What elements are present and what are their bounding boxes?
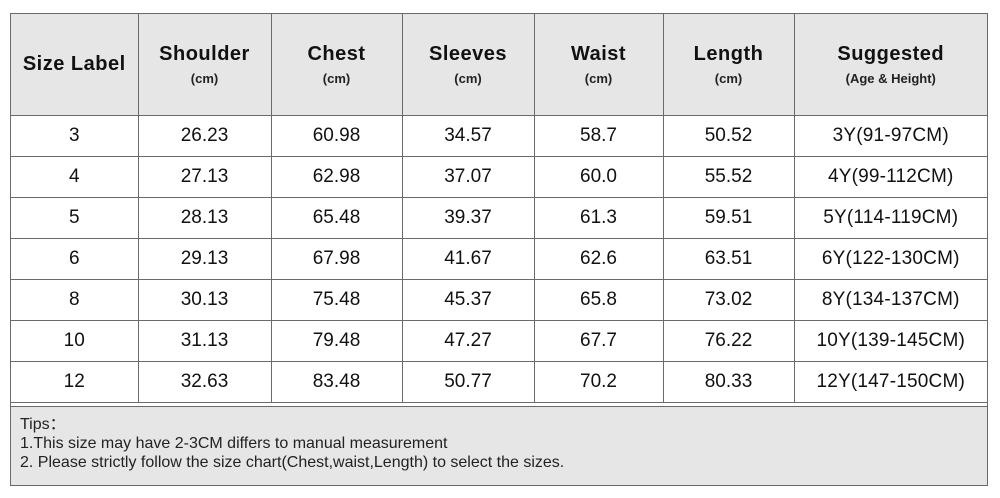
chest-cell: 75.48 bbox=[270, 279, 403, 321]
header-unit: (cm) bbox=[454, 70, 482, 86]
sleeves-cell: 34.57 bbox=[401, 115, 535, 157]
shoulder-cell: 26.23 bbox=[137, 115, 272, 157]
table-row: 3 26.23 60.98 34.57 58.7 50.52 3Y(91-97CM) bbox=[11, 115, 987, 157]
table-row: 12 32.63 83.48 50.77 70.2 80.33 12Y(147-150CM) bbox=[11, 361, 987, 403]
header-row: Size Label Shoulder (cm) Chest (cm) Slee… bbox=[11, 14, 987, 116]
suggested-cell: 4Y(99-112CM) bbox=[793, 156, 987, 198]
chest-cell: 65.48 bbox=[270, 197, 403, 239]
shoulder-cell: 28.13 bbox=[137, 197, 272, 239]
header-shoulder: Shoulder (cm) bbox=[137, 14, 272, 116]
sleeves-cell: 37.07 bbox=[401, 156, 535, 198]
header-name: Size Label bbox=[22, 53, 126, 75]
header-name: Chest bbox=[307, 42, 366, 65]
header-chest: Chest (cm) bbox=[270, 14, 403, 116]
table-row: 4 27.13 62.98 37.07 60.0 55.52 4Y(99-112CM) bbox=[11, 156, 987, 198]
length-cell: 80.33 bbox=[662, 361, 795, 403]
header-name: Suggested bbox=[837, 42, 945, 65]
header-waist: Waist (cm) bbox=[533, 14, 664, 116]
chest-cell: 79.48 bbox=[270, 320, 403, 362]
length-cell: 76.22 bbox=[662, 320, 795, 362]
suggested-cell: 10Y(139-145CM) bbox=[793, 320, 987, 362]
shoulder-cell: 29.13 bbox=[137, 238, 272, 280]
size-cell: 8 bbox=[11, 279, 139, 321]
header-sleeves: Sleeves (cm) bbox=[401, 14, 535, 116]
length-cell: 55.52 bbox=[662, 156, 795, 198]
waist-cell: 62.6 bbox=[533, 238, 664, 280]
header-name: Shoulder bbox=[159, 42, 250, 65]
table-row: 5 28.13 65.48 39.37 61.3 59.51 5Y(114-119CM) bbox=[11, 197, 987, 239]
size-cell: 3 bbox=[11, 115, 139, 157]
table-body: 3 26.23 60.98 34.57 58.7 50.52 3Y(91-97CM) 4 27.… bbox=[11, 115, 987, 403]
chest-cell: 62.98 bbox=[270, 156, 403, 198]
table-row: 10 31.13 79.48 47.27 67.7 76.22 10Y(139-145CM) bbox=[11, 320, 987, 362]
header-suggested: Suggested (Age & Height) bbox=[793, 14, 987, 116]
size-cell: 6 bbox=[11, 238, 139, 280]
sleeves-cell: 41.67 bbox=[401, 238, 535, 280]
header-name: Length bbox=[693, 42, 764, 65]
tips-box: Tips： 1.This size may have 2-3CM differs… bbox=[11, 406, 987, 485]
length-cell: 50.52 bbox=[662, 115, 795, 157]
table-row: 6 29.13 67.98 41.67 62.6 63.51 6Y(122-130CM) bbox=[11, 238, 987, 280]
suggested-cell: 5Y(114-119CM) bbox=[793, 197, 987, 239]
suggested-cell: 3Y(91-97CM) bbox=[793, 115, 987, 157]
sleeves-cell: 39.37 bbox=[401, 197, 535, 239]
header-unit: (Age & Height) bbox=[845, 70, 936, 86]
chest-cell: 67.98 bbox=[270, 238, 403, 280]
header-name: Sleeves bbox=[428, 42, 507, 65]
shoulder-cell: 30.13 bbox=[137, 279, 272, 321]
shoulder-cell: 31.13 bbox=[137, 320, 272, 362]
size-cell: 10 bbox=[11, 320, 139, 362]
waist-cell: 61.3 bbox=[533, 197, 664, 239]
sleeves-cell: 45.37 bbox=[401, 279, 535, 321]
tips-title: Tips： bbox=[20, 416, 66, 433]
table-row: 8 30.13 75.48 45.37 65.8 73.02 8Y(134-137CM) bbox=[11, 279, 987, 321]
waist-cell: 60.0 bbox=[533, 156, 664, 198]
suggested-cell: 8Y(134-137CM) bbox=[793, 279, 987, 321]
length-cell: 59.51 bbox=[662, 197, 795, 239]
header-unit: (cm) bbox=[322, 70, 351, 86]
sleeves-cell: 50.77 bbox=[401, 361, 535, 403]
shoulder-cell: 32.63 bbox=[137, 361, 272, 403]
header-length: Length (cm) bbox=[662, 14, 795, 116]
tips-line-2: 2. Please strictly follow the size chart… bbox=[20, 454, 565, 471]
waist-cell: 67.7 bbox=[533, 320, 664, 362]
chest-cell: 60.98 bbox=[270, 115, 403, 157]
tips-line-1: 1.This size may have 2-3CM differs to ma… bbox=[20, 435, 448, 452]
chest-cell: 83.48 bbox=[270, 361, 403, 403]
waist-cell: 70.2 bbox=[533, 361, 664, 403]
size-cell: 4 bbox=[11, 156, 139, 198]
shoulder-cell: 27.13 bbox=[137, 156, 272, 198]
suggested-cell: 6Y(122-130CM) bbox=[793, 238, 987, 280]
header-unit: (cm) bbox=[714, 70, 743, 86]
length-cell: 63.51 bbox=[662, 238, 795, 280]
size-cell: 12 bbox=[11, 361, 139, 403]
header-unit: (cm) bbox=[190, 70, 219, 86]
suggested-cell: 12Y(147-150CM) bbox=[793, 361, 987, 403]
waist-cell: 58.7 bbox=[533, 115, 664, 157]
waist-cell: 65.8 bbox=[533, 279, 664, 321]
length-cell: 73.02 bbox=[662, 279, 795, 321]
header-size-label: Size Label bbox=[11, 14, 139, 116]
sleeves-cell: 47.27 bbox=[401, 320, 535, 362]
size-cell: 5 bbox=[11, 197, 139, 239]
header-name: Waist bbox=[570, 42, 627, 65]
size-chart: Size Label Shoulder (cm) Chest (cm) Slee… bbox=[10, 13, 988, 486]
header-unit: (cm) bbox=[584, 70, 613, 86]
size-table: Size Label Shoulder (cm) Chest (cm) Slee… bbox=[11, 14, 987, 403]
